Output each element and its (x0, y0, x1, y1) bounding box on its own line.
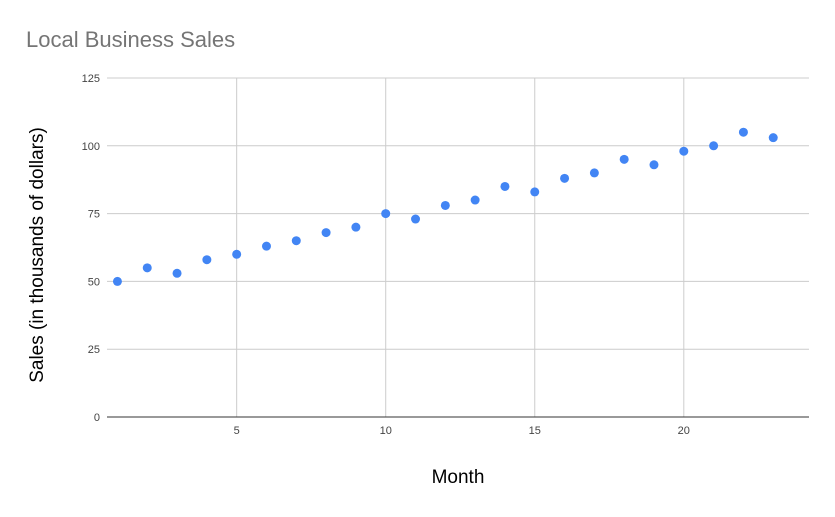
data-point (679, 146, 689, 156)
data-point (530, 187, 540, 197)
data-points (112, 127, 778, 286)
data-point (440, 200, 450, 210)
data-point (589, 168, 599, 178)
data-point (560, 173, 570, 183)
x-tick-label: 10 (380, 425, 392, 437)
data-point (738, 127, 748, 137)
x-tick-label: 5 (234, 425, 240, 437)
data-point (709, 141, 719, 151)
x-axis-label: Month (431, 467, 485, 488)
data-point (112, 276, 122, 286)
chart-title: Local Business Sales (26, 27, 236, 52)
y-tick-label: 0 (94, 412, 100, 424)
y-tick-label: 125 (82, 73, 100, 85)
data-point (649, 160, 659, 170)
data-point (232, 249, 242, 259)
y-tick-label: 25 (88, 344, 100, 356)
data-point (411, 214, 421, 224)
y-tick-label: 100 (82, 141, 100, 153)
data-point (619, 154, 629, 164)
data-point (261, 241, 271, 251)
x-tick-label: 20 (678, 425, 690, 437)
data-point (172, 268, 182, 278)
data-point (470, 195, 480, 205)
x-tick-label: 15 (529, 425, 541, 437)
data-point (768, 133, 778, 143)
data-point (381, 209, 391, 219)
data-point (500, 181, 510, 191)
grid-lines (107, 77, 809, 417)
data-point (351, 222, 361, 232)
data-point (291, 236, 301, 246)
data-point (321, 228, 331, 238)
data-point (142, 263, 152, 273)
y-tick-label: 75 (88, 209, 100, 221)
data-point (202, 255, 212, 265)
tick-labels: 0 25 50 75 100 125 5 10 15 20 (82, 73, 690, 437)
y-tick-label: 50 (88, 276, 100, 288)
